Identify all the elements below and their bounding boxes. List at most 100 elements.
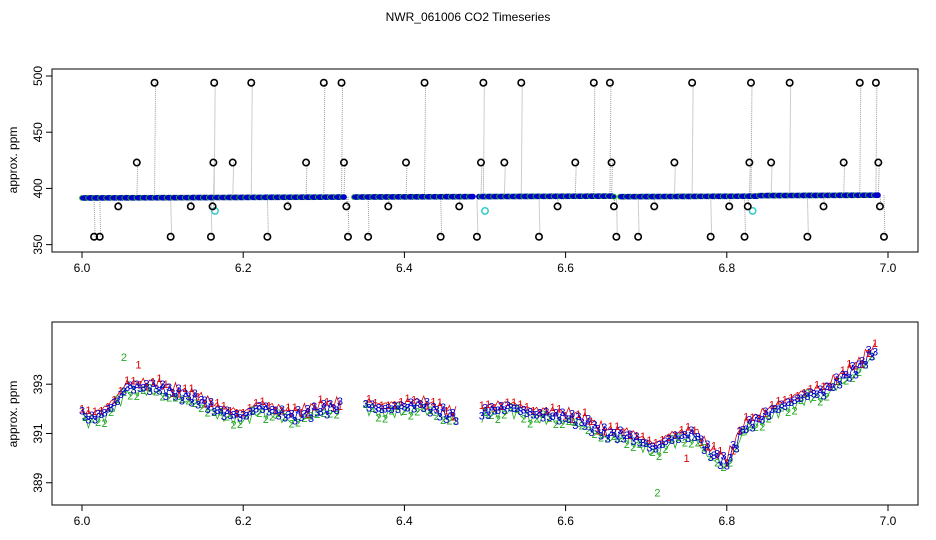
- series-marker: 3: [775, 404, 781, 416]
- series-marker: 3: [172, 392, 178, 404]
- outlier-point: [95, 232, 104, 241]
- series-marker: 2: [327, 409, 333, 421]
- series-marker: 2: [869, 351, 875, 363]
- series-marker: 1: [485, 399, 491, 411]
- series-marker: 2: [321, 408, 327, 420]
- series-marker: 1: [633, 431, 639, 443]
- outlier-point: [364, 232, 373, 241]
- series-marker: 3: [166, 382, 172, 394]
- spike-line: [875, 82, 878, 196]
- spike-line: [458, 196, 461, 207]
- series-marker: 2: [140, 385, 146, 397]
- series-marker: 1: [450, 412, 456, 424]
- spike-line: [673, 162, 676, 197]
- series-marker: 1: [672, 429, 678, 441]
- series-marker: 3: [750, 423, 756, 435]
- series-marker: 3: [189, 398, 195, 410]
- outlier-point: [343, 232, 352, 241]
- series-marker: 3: [382, 404, 388, 416]
- series-marker: 1: [685, 422, 691, 434]
- series-marker: 2: [488, 410, 494, 422]
- series-marker: 3: [743, 424, 749, 436]
- series-marker: 2: [121, 387, 127, 399]
- series-marker: 3: [102, 408, 108, 420]
- series-marker: 1: [247, 403, 253, 415]
- series-marker: 1: [517, 399, 523, 411]
- series-marker: 3: [737, 426, 743, 438]
- series-marker: 3: [392, 401, 398, 413]
- x-tick-label: 6.8: [718, 261, 735, 275]
- series-marker: 3: [227, 410, 233, 422]
- spike-line: [482, 82, 485, 197]
- series-marker: 2: [446, 415, 452, 427]
- series-marker: 1: [305, 409, 311, 421]
- series-marker: 3: [417, 399, 423, 411]
- series-marker: 2: [508, 402, 514, 414]
- series-marker: 3: [243, 410, 249, 422]
- series-marker: 2: [514, 404, 520, 416]
- series-marker: 1: [801, 388, 807, 400]
- series-marker: 1: [105, 402, 111, 414]
- outlier-point: [472, 232, 481, 241]
- series-marker: 3: [688, 425, 694, 437]
- series-marker: 2: [276, 408, 282, 420]
- series-marker: 3: [711, 450, 717, 462]
- series-marker: 1: [259, 396, 265, 408]
- series-marker: 1: [366, 394, 372, 406]
- series-marker: 2: [572, 417, 578, 429]
- series-marker: 3: [485, 410, 491, 422]
- outlier-point: [455, 202, 464, 211]
- series-marker: 3: [740, 425, 746, 437]
- series-marker: 3: [521, 405, 527, 417]
- series-marker: 3: [650, 441, 656, 453]
- spike-line: [99, 197, 102, 237]
- series-marker: 1: [595, 426, 601, 438]
- series-line: [365, 400, 457, 422]
- series-line: [81, 381, 341, 422]
- series-marker: 2: [147, 382, 153, 394]
- series-marker: 2: [495, 414, 501, 426]
- series-marker: 1: [640, 431, 646, 443]
- series-marker: 2: [559, 419, 565, 431]
- series-marker: 3: [685, 433, 691, 445]
- outlier-point: [803, 232, 812, 241]
- series-line: [481, 342, 876, 464]
- series-marker: 3: [208, 397, 214, 409]
- series-marker: 2: [811, 392, 817, 404]
- x-tick-label: 6.4: [396, 514, 413, 528]
- series-marker: 3: [598, 430, 604, 442]
- outlier-point: [476, 158, 485, 167]
- series-marker: 1: [730, 445, 736, 457]
- series-marker: 1: [814, 380, 820, 392]
- spike-line: [345, 196, 348, 207]
- series-line: [365, 394, 457, 419]
- outlier-point: [302, 158, 311, 167]
- spike-line: [190, 197, 193, 207]
- series-marker: 2: [669, 434, 675, 446]
- series-marker: 3: [282, 413, 288, 425]
- series-marker: 3: [272, 405, 278, 417]
- series-marker: 3: [833, 372, 839, 384]
- series-marker: 3: [672, 430, 678, 442]
- outlier-point: [839, 158, 848, 167]
- series-marker: 3: [540, 412, 546, 424]
- series-marker: 3: [137, 383, 143, 395]
- spike-line: [323, 82, 326, 198]
- series-marker: 1: [311, 401, 317, 413]
- spike-line: [343, 162, 346, 198]
- series-marker: 2: [540, 409, 546, 421]
- outlier-point: [571, 158, 580, 167]
- series-marker: 3: [601, 422, 607, 434]
- series-marker: 3: [121, 386, 127, 398]
- series-marker: 2: [334, 410, 340, 422]
- outlier-point: [206, 232, 215, 241]
- series-marker: 3: [853, 370, 859, 382]
- series-marker: 1: [240, 407, 246, 419]
- series-marker: 3: [791, 395, 797, 407]
- series-marker: 3: [643, 438, 649, 450]
- series-marker: 3: [214, 405, 220, 417]
- series-marker: 3: [285, 410, 291, 422]
- series-marker: 1: [279, 405, 285, 417]
- series-marker: 3: [143, 378, 149, 390]
- series-marker: 2: [153, 387, 159, 399]
